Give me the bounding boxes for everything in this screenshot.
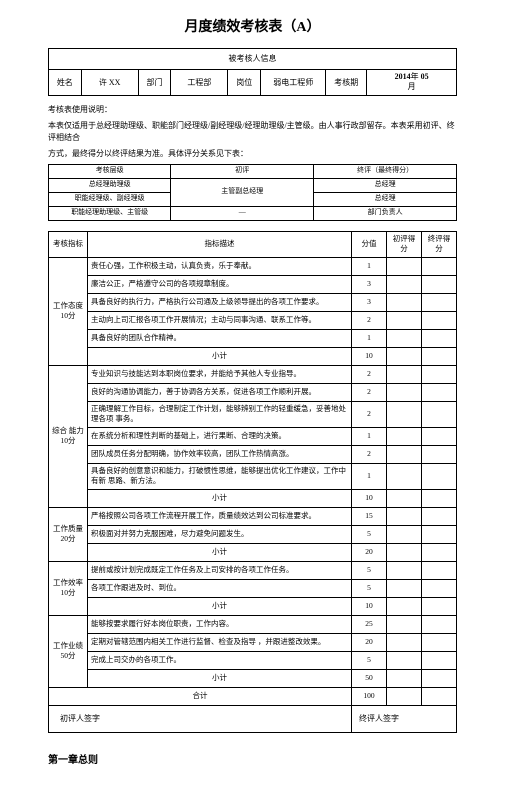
cat4-r0: 提前或按计划完成既定工作任务及上司安排的各项工作任务。	[88, 561, 352, 579]
cat2-r5: 具备良好的创意意识和能力，打破惯性思维，能够提出优化工作建议，工作中有新 思路、…	[88, 463, 352, 489]
cat5-sub: 小计	[88, 669, 352, 687]
lvl-h2: 初评	[171, 164, 314, 178]
cat1-r1: 廉洁公正，严格遵守公司的各项规章制度。	[88, 275, 352, 293]
cat3-r0: 严格按照公司各项工作流程开展工作，质量绩效达到公司标准要求。	[88, 507, 352, 525]
cat1-name: 工作态度10分	[49, 257, 88, 365]
cat4-name: 工作效率10分	[49, 561, 88, 615]
info-table: 被考核人信息 姓名 许 XX 部门 工程部 岗位 弱电工程师 考核期 2014年…	[48, 48, 457, 96]
cat2-name: 综合 能力10分	[49, 365, 88, 507]
cat2-r0: 专业知识与技能达到本职岗位要求，并能给予其他人专业指导。	[88, 365, 352, 383]
cat5-r2: 完成上司交办的各项工作。	[88, 651, 352, 669]
lvl-r2c1: 职能经理级、副经理级	[49, 192, 171, 206]
cat3-r1: 积极面对并努力克服困难，尽力避免问题发生。	[88, 525, 352, 543]
cat1-r2: 具备良好的执行力，严格执行公司通及上级领导提出的各项工作要求。	[88, 293, 352, 311]
cat3-name: 工作质量20分	[49, 507, 88, 561]
period-year: 2014	[395, 72, 411, 81]
info-header: 被考核人信息	[49, 49, 457, 70]
h-indicator: 考核指标	[49, 231, 88, 257]
cat1-r3: 主动向上司汇报各项工作开展情况；主动与同事沟通、联系工作等。	[88, 311, 352, 329]
cat3-sub: 小计	[88, 543, 352, 561]
cat1-r4: 具备良好的团队合作精神。	[88, 329, 352, 347]
label-dept: 部门	[138, 70, 171, 96]
lvl-r2c3: 总经理	[314, 192, 457, 206]
period-month: 05	[421, 72, 429, 81]
sign-pre: 初评人签字	[49, 705, 352, 732]
cat5-name: 工作业绩50分	[49, 615, 88, 687]
main-table: 考核指标 指标描述 分值 初评得分 终评得分 工作态度10分 责任心强，工作积极…	[48, 231, 457, 733]
usage-line1: 本表仅适用于总经理助理级、职能部门经理级/副经理级/经理助理级/主管级。由人事行…	[48, 120, 457, 144]
lvl-r3c3: 部门负责人	[314, 206, 457, 220]
cat1-r0-s: 1	[352, 257, 387, 275]
lvl-r1c1: 总经理助理级	[49, 178, 171, 192]
lvl-r2c2: 主管副总经理	[171, 178, 314, 206]
h-pre: 初评得分	[387, 231, 422, 257]
h-desc: 指标描述	[88, 231, 352, 257]
lvl-r1c3: 总经理	[314, 178, 457, 192]
cat1-r0: 责任心强，工作积极主动，认真负责，乐于奉献。	[88, 257, 352, 275]
value-name: 许 XX	[81, 70, 138, 96]
lvl-h1: 考核层级	[49, 164, 171, 178]
period-year-suffix: 年	[411, 72, 419, 81]
value-dept: 工程部	[171, 70, 228, 96]
lvl-r3c1: 职能经理助理级、主管级	[49, 206, 171, 220]
page-title: 月度绩效考核表（A）	[48, 16, 457, 36]
total-value: 100	[352, 687, 387, 705]
label-period: 考核期	[326, 70, 367, 96]
period-month-suffix: 月	[408, 82, 416, 91]
lvl-r3c2: —	[171, 206, 314, 220]
usage-line2: 方式，最终得分以终评结果为准。具体评分关系见下表：	[48, 148, 457, 160]
label-post: 岗位	[228, 70, 261, 96]
lvl-h3: 终评（最终得分）	[314, 164, 457, 178]
cat2-r2: 正确理解工作目标，合理制定工作计划，能够辨别工作的轻重缓急，妥善地处理各项 事务…	[88, 401, 352, 427]
cat4-sub: 小计	[88, 597, 352, 615]
chapter-heading: 第一章总则	[48, 751, 457, 766]
total-label: 合计	[49, 687, 352, 705]
cat4-r1: 各项工作跟进及时、到位。	[88, 579, 352, 597]
h-final: 终评得分	[422, 231, 457, 257]
value-post: 弱电工程师	[261, 70, 326, 96]
cat5-r0: 能够按要求履行好本岗位职责，工作内容。	[88, 615, 352, 633]
h-score: 分值	[352, 231, 387, 257]
sign-final: 终评人签字	[352, 705, 457, 732]
level-table: 考核层级 初评 终评（最终得分） 总经理助理级 主管副总经理 总经理 职能经理级…	[48, 164, 457, 221]
value-period: 2014年 05 月	[367, 70, 457, 96]
label-name: 姓名	[49, 70, 82, 96]
cat5-r1: 定期对管辖范围内相关工作进行监督、检查及指导 ，并跟进整改效果。	[88, 633, 352, 651]
cat2-sub: 小计	[88, 489, 352, 507]
cat2-r3: 在系统分析和理性判断的基础上，进行果断、合理的决策。	[88, 427, 352, 445]
cat2-r4: 团队成员任务分配明确，协作效率较高，团队工作热情高涨。	[88, 445, 352, 463]
cat1-sub: 小计	[88, 347, 352, 365]
usage-heading: 考核表使用说明：	[48, 104, 457, 116]
cat2-r1: 良好的沟通协调能力，善于协调各方关系，促进各项工作顺利开展。	[88, 383, 352, 401]
